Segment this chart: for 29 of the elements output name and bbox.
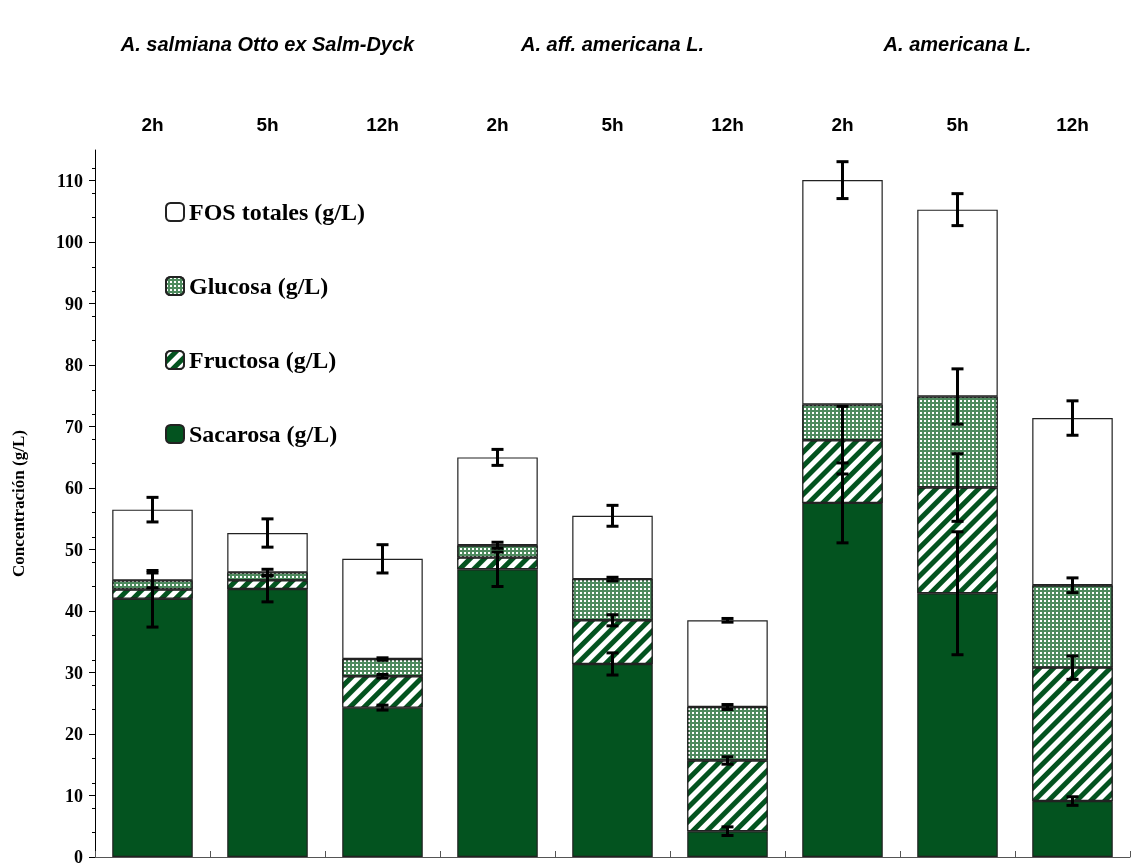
y-tick-label: 20 xyxy=(65,724,83,745)
legend-label: Glucosa (g/L) xyxy=(189,273,329,299)
x-tick-label: 5h xyxy=(601,114,624,135)
y-tick-label: 70 xyxy=(65,416,83,437)
y-tick-label: 40 xyxy=(65,601,83,622)
y-tick-label: 50 xyxy=(65,539,83,560)
x-tick-label: 2h xyxy=(486,114,509,135)
text: A. salmiana Otto ex Salm-Dyck xyxy=(119,33,416,55)
x-tick-label: 5h xyxy=(256,114,279,135)
legend-label: Fructosa (g/L) xyxy=(189,347,337,373)
y-tick-label: 10 xyxy=(65,785,83,806)
x-tick-label: 5h xyxy=(946,114,969,135)
x-tick-label: 2h xyxy=(141,114,164,135)
x-tick-label: 2h xyxy=(831,114,854,135)
legend-label: Sacarosa (g/L) xyxy=(189,421,338,447)
y-tick-label: 100 xyxy=(56,232,83,253)
text: A. americana L. xyxy=(882,33,1032,55)
y-tick-label: 30 xyxy=(65,662,83,683)
y-tick-label: 0 xyxy=(74,847,83,867)
y-tick-label: 80 xyxy=(65,355,83,376)
y-tick-label: 110 xyxy=(56,170,83,191)
x-tick-label: 12h xyxy=(1056,114,1089,135)
y-axis-title: Concentración (g/L) xyxy=(9,430,28,577)
legend-label: FOS totales (g/L) xyxy=(189,199,365,225)
text: A. aff. americana L. xyxy=(519,33,705,55)
y-tick-label: 60 xyxy=(65,478,83,499)
x-tick-label: 12h xyxy=(366,114,399,135)
y-tick-label: 90 xyxy=(65,293,83,314)
x-tick-label: 12h xyxy=(711,114,744,135)
